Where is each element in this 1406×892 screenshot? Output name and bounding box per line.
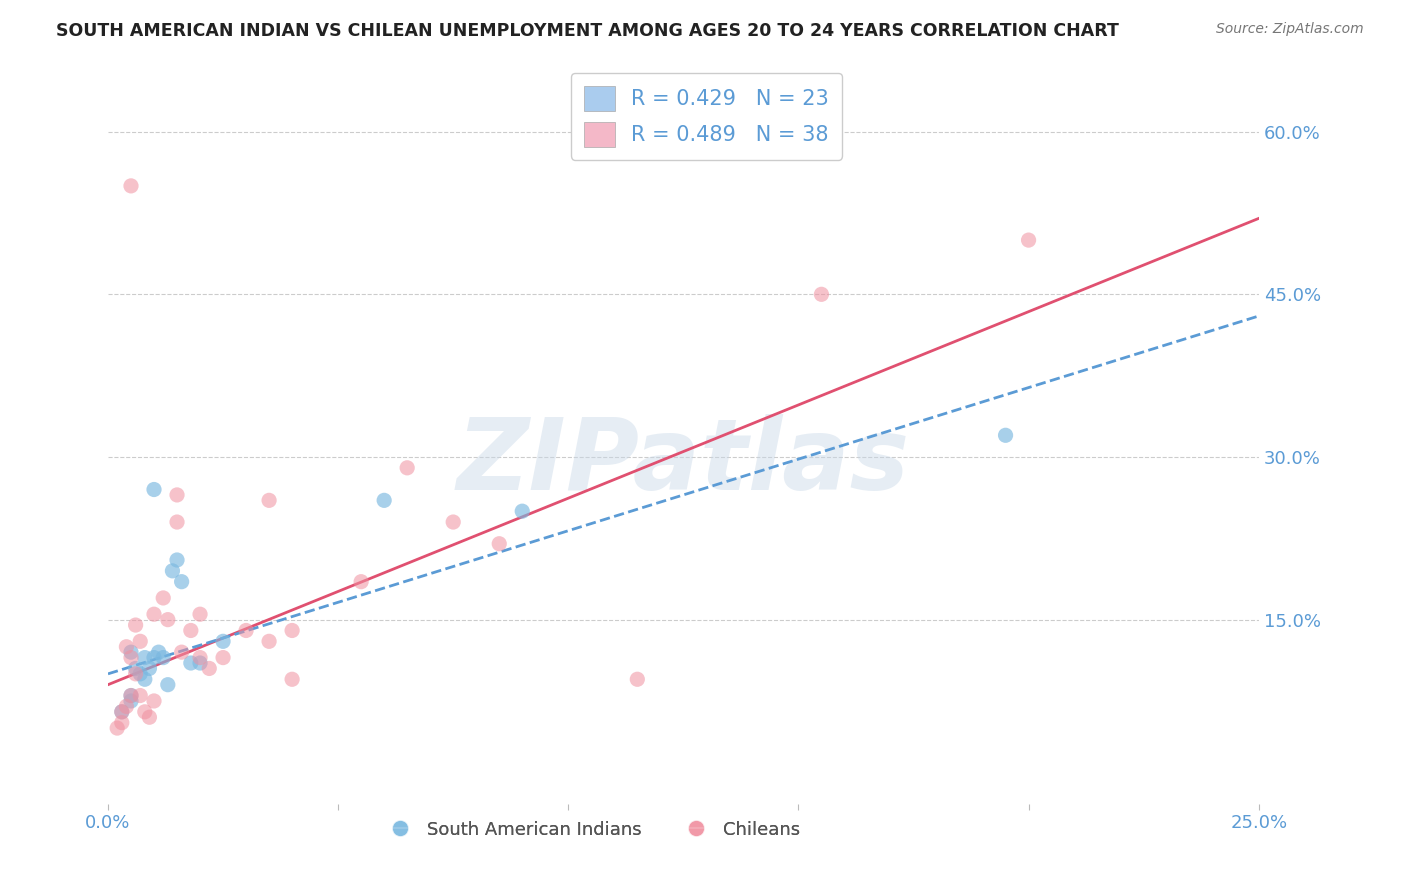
Point (148, 645, 170, 659)
Point (350, 574, 373, 589)
Text: Source: ZipAtlas.com: Source: ZipAtlas.com (1216, 22, 1364, 37)
Point (180, 624, 202, 638)
Point (143, 650, 166, 665)
Point (441, 515, 464, 529)
Point (166, 515, 188, 529)
Point (235, 624, 257, 638)
Text: ZIPatlas: ZIPatlas (457, 414, 910, 511)
Point (120, 645, 142, 659)
Point (134, 650, 156, 665)
Point (120, 694, 142, 708)
Point (488, 537, 510, 551)
Point (152, 650, 174, 665)
Point (198, 661, 221, 675)
Point (257, 634, 280, 648)
Point (257, 493, 280, 508)
Point (120, 178, 142, 193)
Point (138, 710, 160, 724)
Legend: South American Indians, Chileans: South American Indians, Chileans (375, 814, 807, 846)
Point (188, 607, 211, 622)
Point (180, 656, 202, 670)
Text: SOUTH AMERICAN INDIAN VS CHILEAN UNEMPLOYMENT AMONG AGES 20 TO 24 YEARS CORRELAT: SOUTH AMERICAN INDIAN VS CHILEAN UNEMPLO… (56, 22, 1119, 40)
Point (156, 613, 179, 627)
Point (994, 428, 1017, 442)
Point (156, 678, 179, 692)
Point (105, 721, 128, 735)
Point (188, 650, 211, 665)
Point (810, 287, 832, 301)
Point (170, 574, 193, 589)
Point (129, 666, 152, 681)
Point (115, 640, 138, 654)
Point (138, 661, 160, 675)
Point (143, 694, 166, 708)
Point (212, 634, 235, 648)
Point (111, 715, 134, 730)
Point (396, 460, 419, 475)
Point (373, 493, 395, 508)
Point (134, 673, 156, 687)
Point (166, 488, 188, 502)
Point (143, 607, 166, 622)
Point (124, 661, 146, 675)
Point (129, 634, 152, 648)
Point (281, 624, 304, 638)
Point (111, 705, 134, 719)
Point (134, 705, 156, 719)
Point (120, 689, 142, 703)
Point (120, 650, 142, 665)
Point (124, 666, 146, 681)
Point (281, 673, 304, 687)
Point (124, 618, 146, 632)
Point (626, 673, 648, 687)
Point (111, 705, 134, 719)
Point (162, 564, 184, 578)
Point (152, 591, 174, 605)
Point (129, 689, 152, 703)
Point (166, 553, 188, 567)
Point (170, 645, 193, 659)
Point (143, 483, 166, 497)
Point (1018, 233, 1040, 247)
Point (510, 504, 533, 518)
Point (212, 650, 235, 665)
Point (120, 689, 142, 703)
Point (188, 656, 211, 670)
Point (115, 699, 138, 714)
